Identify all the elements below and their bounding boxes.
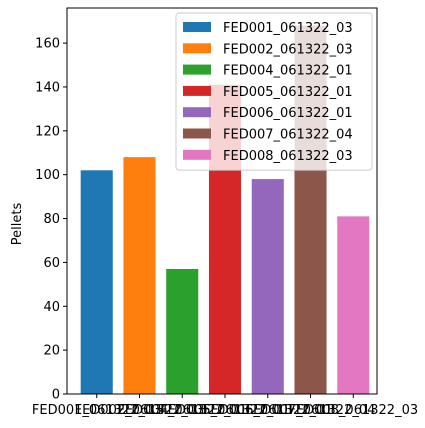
- x-tick-label: FED001_061322_03: [32, 403, 162, 418]
- bar-FED002_061322_03: [123, 157, 156, 394]
- legend-entry: FED007_061322_04: [223, 128, 353, 143]
- x-tick-label: FED006_061322_01: [203, 403, 333, 418]
- y-tick-label: 40: [43, 300, 60, 315]
- legend-swatch: [183, 64, 211, 75]
- bar-FED006_061322_01: [251, 179, 284, 394]
- legend-entry: FED006_061322_01: [223, 106, 353, 121]
- legend-box: [175, 12, 373, 171]
- x-tick-label: FED008_061322_03: [288, 403, 418, 418]
- x-tick-label: FED007_061322_04: [246, 403, 376, 418]
- x-tick-label: FED005_061322_01: [160, 403, 290, 418]
- legend-swatch: [183, 107, 211, 118]
- y-tick-label: 120: [35, 124, 60, 139]
- y-tick-label: 0: [52, 388, 60, 403]
- x-tick-label: FED004_061322_01: [117, 403, 247, 418]
- bar-FED008_061322_03: [337, 216, 370, 394]
- legend-entry: FED004_061322_01: [223, 64, 353, 79]
- legend-swatch: [183, 85, 211, 96]
- legend-entry: FED002_061322_03: [223, 42, 353, 57]
- y-tick-label: 100: [35, 168, 60, 183]
- bar-FED004_061322_01: [166, 268, 199, 394]
- legend-entry: FED008_061322_03: [223, 149, 353, 164]
- x-tick-label: FED002_061322_03: [75, 403, 205, 418]
- legend: FED001_061322_03 FED002_061322_03 FED004_0…: [175, 12, 373, 171]
- legend-swatch: [183, 43, 211, 54]
- y-tick-label: 140: [35, 80, 60, 95]
- y-axis-label: Pellets: [10, 203, 25, 246]
- y-tick-label: 160: [35, 37, 60, 52]
- legend-entry: FED005_061322_01: [223, 85, 353, 100]
- legend-swatch: [183, 128, 211, 139]
- bar-FED001_061322_03: [80, 170, 113, 394]
- legend-entry: FED001_061322_03: [223, 21, 353, 36]
- y-tick-label: 80: [43, 212, 60, 227]
- legend-swatch: [183, 22, 211, 32]
- y-tick-label: 60: [43, 256, 60, 271]
- legend-swatch: [183, 149, 211, 160]
- axes-layer: 020406080100120140160FED001_061322_03FED…: [32, 7, 418, 418]
- plot-frame: [66, 7, 378, 395]
- y-tick-label: 20: [43, 344, 60, 359]
